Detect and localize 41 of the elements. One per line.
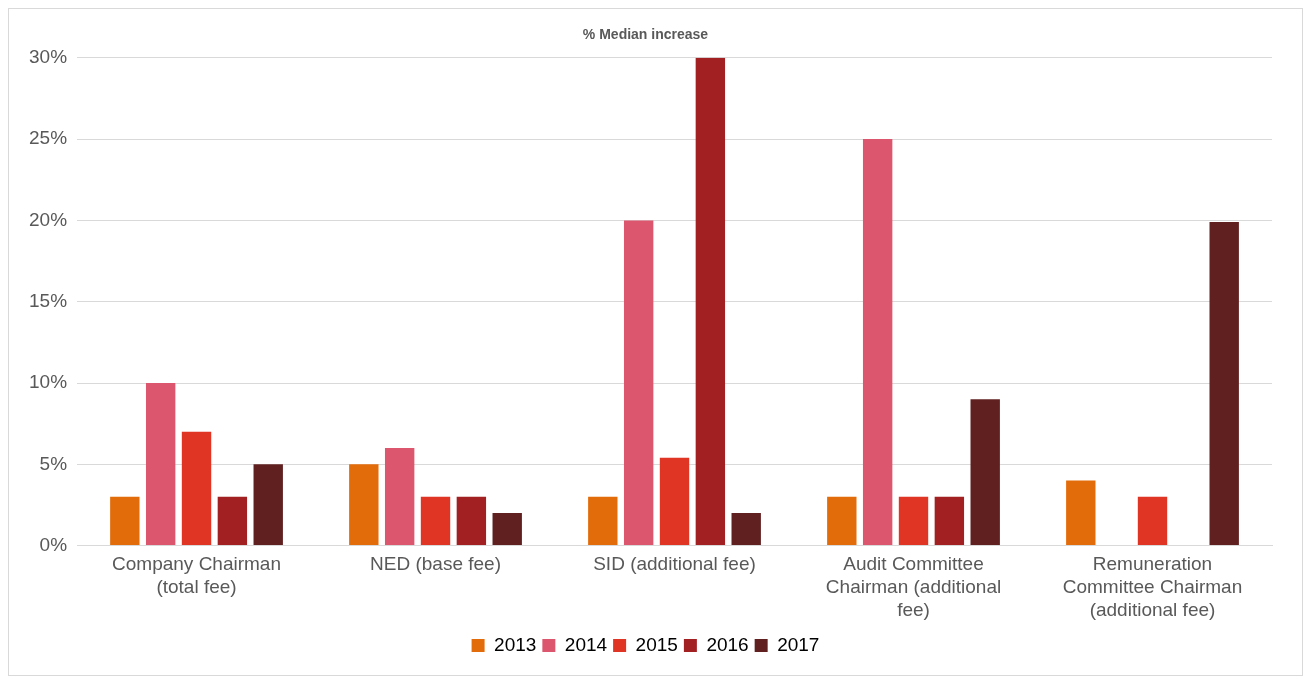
y-tick-label: 15% [29, 289, 68, 311]
bar [1066, 480, 1096, 546]
x-tick-label: SID (additional fee) [593, 553, 756, 575]
x-tick-label: Remuneration Committee Chairman (additional fee) [1062, 553, 1243, 620]
bar [181, 431, 212, 546]
bar [492, 513, 522, 546]
bar [110, 496, 140, 546]
bar [1209, 222, 1239, 546]
bar [695, 57, 726, 546]
bar [420, 496, 451, 546]
legend-label: 2015 [635, 633, 678, 655]
legend-label: 2014 [564, 633, 608, 655]
y-tick-label: 5% [39, 452, 68, 474]
x-tick-label: Company Chairman (total fee) [112, 553, 282, 598]
bar [970, 399, 1000, 546]
x-tick-label: NED (base fee) [370, 553, 501, 575]
legend-label: 2017 [777, 633, 820, 655]
y-tick-label: 30% [29, 46, 68, 68]
bar [456, 496, 487, 546]
x-tick-label: Audit Committee Chairman (additional fee) [825, 553, 1002, 620]
bar [384, 448, 415, 546]
legend-label: 2013 [494, 633, 537, 655]
bar [217, 496, 248, 546]
bar [145, 383, 176, 546]
bar [588, 496, 618, 546]
chart-title: % Median increase [582, 26, 709, 43]
bar [862, 139, 893, 546]
bar [898, 496, 929, 546]
y-tick-label: 20% [29, 208, 68, 230]
bar [934, 496, 965, 546]
bar [659, 457, 690, 546]
y-tick-label: 0% [39, 533, 68, 555]
bar [623, 220, 654, 546]
bar [253, 464, 283, 546]
bar [827, 496, 857, 546]
y-tick-label: 25% [29, 127, 68, 149]
bar [1137, 496, 1168, 546]
legend-label: 2016 [706, 633, 749, 655]
bar [731, 513, 761, 546]
y-tick-label: 10% [29, 371, 68, 393]
bar [349, 464, 379, 546]
